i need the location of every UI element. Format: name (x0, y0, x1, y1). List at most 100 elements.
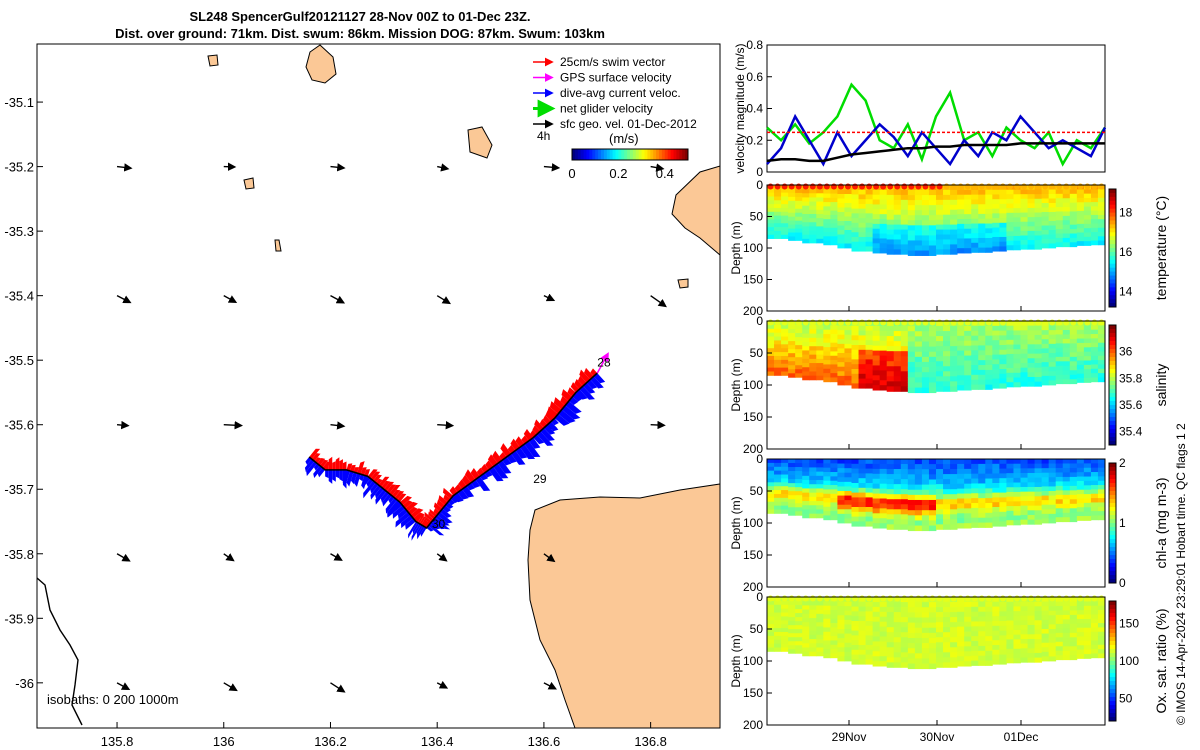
section-cell (788, 232, 796, 237)
section-cell (1097, 623, 1106, 628)
section-cell (985, 606, 993, 613)
section-cell (837, 615, 845, 621)
section-cell (1076, 351, 1085, 357)
section-cell (844, 353, 852, 358)
surface-dot (1028, 319, 1035, 326)
section-cell (837, 375, 845, 381)
section-cell (809, 492, 817, 498)
section-cell (1041, 629, 1050, 634)
section-cell (1069, 352, 1078, 358)
section-cell (788, 365, 796, 370)
section-cell (971, 369, 979, 376)
section-cell (1027, 339, 1035, 345)
section-cell (837, 463, 845, 469)
velocity-axes-frame (766, 44, 1106, 173)
section-cell (921, 510, 930, 516)
swim-vector-fan (461, 474, 471, 487)
section-cell (879, 243, 888, 249)
swim-vector-fan (399, 495, 412, 506)
section-cell (809, 238, 817, 244)
section-cell (964, 508, 972, 514)
section-cell (936, 244, 944, 250)
section-cell (1090, 640, 1099, 646)
section-cell (781, 336, 789, 341)
section-cell (921, 525, 930, 532)
section-cell (900, 234, 909, 240)
section-cell (1027, 505, 1035, 511)
section-cell (900, 376, 909, 382)
section-cell (1027, 629, 1035, 635)
section-cell (964, 375, 972, 381)
section-cell (1006, 349, 1014, 355)
section-cell (1062, 650, 1071, 656)
section-cell (1069, 459, 1078, 464)
section-cell (971, 365, 979, 371)
section-cell (1090, 338, 1099, 344)
section-cell (865, 222, 874, 228)
section-cell (921, 520, 930, 526)
section-cell (1076, 342, 1085, 348)
section-cell (957, 355, 965, 361)
section-cell (781, 490, 789, 495)
section-cell (1090, 506, 1099, 512)
section-cell (1020, 203, 1028, 209)
section-cell (964, 335, 972, 342)
surface-dot (1021, 319, 1028, 326)
current-vector-fan (339, 469, 343, 482)
section-cell (921, 474, 930, 480)
section-cell (872, 194, 881, 200)
colorbar-cell (627, 149, 631, 160)
section-cell (1055, 237, 1064, 243)
swim-vector-fan (510, 438, 520, 451)
section-colorbar-cell (1109, 661, 1116, 666)
section-cell (1055, 508, 1064, 514)
section-cell (774, 486, 782, 491)
section-cell (816, 218, 824, 223)
section-colorbar-cell (1109, 471, 1116, 476)
section-colorbar-cell (1109, 555, 1116, 560)
current-vector-fan (370, 484, 382, 500)
swim-vector-fan (407, 506, 418, 516)
section-cell (1076, 507, 1085, 513)
section-cell (851, 521, 859, 527)
section-cell (1062, 229, 1071, 234)
section-cell (858, 521, 866, 527)
surface-dot (809, 595, 816, 602)
section-cell (830, 360, 838, 365)
section-cell (1020, 643, 1028, 649)
section-cell (1097, 498, 1106, 503)
section-cell (865, 516, 874, 522)
section-cell (971, 355, 979, 361)
current-vector-fan (430, 521, 441, 530)
section-cell (1069, 499, 1078, 505)
section-cell (914, 643, 923, 649)
current-vector-fan (313, 465, 323, 478)
section-cell (767, 478, 775, 483)
section-cell (872, 189, 881, 196)
section-cell (950, 219, 958, 225)
section-cell (823, 610, 831, 615)
section-cell (1069, 628, 1078, 634)
section-cell (1034, 505, 1043, 511)
section-cell (1090, 636, 1099, 641)
current-vector-fan (533, 434, 545, 445)
section-cell (1083, 236, 1092, 242)
section-y-tick-label: 50 (750, 346, 764, 360)
section-cell (879, 646, 888, 652)
section-colorbar-cell (1109, 373, 1116, 378)
section-cell (844, 334, 852, 340)
section-cell (1090, 614, 1099, 620)
section-cell (1006, 372, 1014, 378)
section-cell (914, 361, 923, 368)
section-cell (1034, 226, 1043, 232)
section-cell (1006, 235, 1014, 242)
section-cell (936, 602, 944, 608)
section-cell (907, 372, 916, 378)
section-cell (978, 237, 986, 244)
section-cell (978, 507, 986, 514)
section-cell (802, 197, 810, 202)
section-cell (921, 622, 930, 629)
gps-surface-velocity-arrow (596, 352, 609, 374)
section-cell (795, 353, 803, 358)
section-cell (1097, 480, 1106, 486)
